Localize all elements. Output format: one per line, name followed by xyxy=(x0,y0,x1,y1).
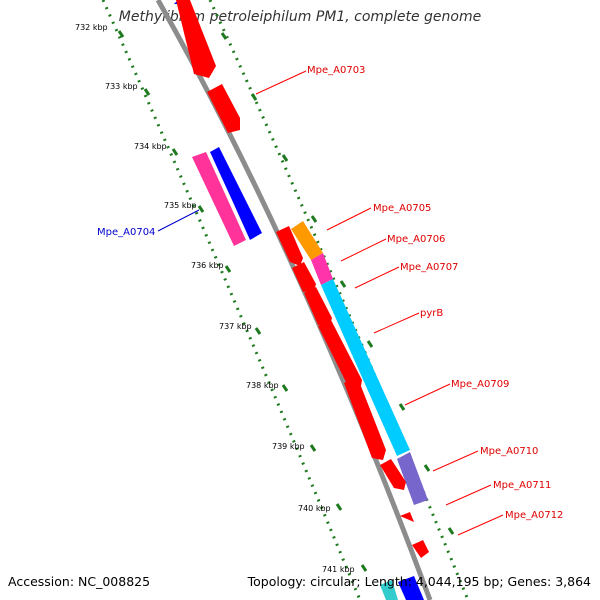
tick-mark xyxy=(220,32,228,40)
tick-label-736: 736 kbp xyxy=(191,261,224,270)
tick-mark xyxy=(254,327,262,335)
map-title: Methylibium petroleiphilum PM1, complete… xyxy=(118,9,482,25)
gene-feature[interactable] xyxy=(276,226,303,266)
gene-feature[interactable] xyxy=(344,376,386,460)
leader-line xyxy=(326,207,372,231)
leader-line xyxy=(404,383,451,406)
tick-label-732: 732 kbp xyxy=(75,23,108,32)
tick-mark xyxy=(360,564,368,572)
tick-label-735: 735 kbp xyxy=(164,201,197,210)
gene-feature-orange[interactable] xyxy=(291,221,323,260)
genome-summary-text: Topology: circular; Length: 4,044,195 bp… xyxy=(247,574,591,589)
accession-text: Accession: NC_008825 xyxy=(8,574,151,589)
gene-feature[interactable] xyxy=(380,459,406,490)
label-leaders xyxy=(157,70,504,536)
gene-feature-pink[interactable] xyxy=(192,152,246,246)
gene-label-mpe-a0704[interactable]: Mpe_A0704 xyxy=(97,227,155,238)
gene-feature[interactable] xyxy=(176,0,216,78)
leader-line xyxy=(340,238,387,262)
gene-feature-purple[interactable] xyxy=(397,452,428,505)
tick-label-738: 738 kbp xyxy=(246,381,279,390)
tick-mark xyxy=(117,30,125,38)
gene-label-mpe-a0710[interactable]: Mpe_A0710 xyxy=(480,446,538,457)
gene-feature[interactable] xyxy=(412,540,429,558)
leader-line xyxy=(255,70,307,95)
tick-label-733: 733 kbp xyxy=(105,82,138,91)
tick-mark xyxy=(197,205,205,213)
tick-mark xyxy=(171,148,179,156)
tick-mark xyxy=(250,93,258,101)
gene-label-mpe-a0712[interactable]: Mpe_A0712 xyxy=(505,510,563,521)
tick-mark xyxy=(366,340,374,348)
gene-label-mpe-a0709[interactable]: Mpe_A0709 xyxy=(451,379,509,390)
gene-label-mpe-a0707[interactable]: Mpe_A0707 xyxy=(400,262,458,273)
gene-labels: Mpe_A0703 Mpe_A0704 Mpe_A0705 Mpe_A0706 … xyxy=(97,65,563,521)
tick-mark xyxy=(447,527,455,535)
tick-mark xyxy=(281,384,289,392)
gene-label-mpe-a0711[interactable]: Mpe_A0711 xyxy=(493,480,551,491)
gene-feature[interactable] xyxy=(292,262,316,292)
gene-feature[interactable] xyxy=(304,287,332,325)
tick-mark xyxy=(310,215,318,223)
gene-feature[interactable] xyxy=(318,320,362,386)
gene-features xyxy=(174,0,429,600)
tick-label-734: 734 kbp xyxy=(134,142,167,151)
gene-feature-blue[interactable] xyxy=(210,147,262,240)
leader-line xyxy=(457,514,504,536)
gene-label-mpe-a0706[interactable]: Mpe_A0706 xyxy=(387,234,445,245)
genome-backbone xyxy=(155,0,433,600)
tick-marks xyxy=(117,30,455,572)
gene-feature[interactable] xyxy=(380,580,398,600)
tick-labels: 732 kbp 733 kbp 734 kbp 735 kbp 736 kbp … xyxy=(75,23,355,574)
tick-label-737: 737 kbp xyxy=(219,322,252,331)
gene-feature[interactable] xyxy=(400,512,414,522)
gene-label-mpe-a0705[interactable]: Mpe_A0705 xyxy=(373,203,431,214)
gene-feature-cyan[interactable] xyxy=(321,279,410,456)
tick-mark xyxy=(398,403,406,411)
leader-line xyxy=(373,312,420,334)
tick-mark xyxy=(143,88,151,96)
gene-label-mpe-a0703[interactable]: Mpe_A0703 xyxy=(307,65,365,76)
gene-feature[interactable] xyxy=(207,84,240,133)
leader-line xyxy=(354,266,400,289)
tick-label-740: 740 kbp xyxy=(298,504,331,513)
tick-mark xyxy=(281,154,289,162)
tick-label-739: 739 kbp xyxy=(272,442,305,451)
gene-feature-magenta[interactable] xyxy=(311,253,333,285)
scale-tracks xyxy=(101,0,470,600)
leader-line xyxy=(157,209,200,232)
gene-label-pyrb[interactable]: pyrB xyxy=(420,308,443,319)
leader-line xyxy=(445,484,492,506)
tick-label-741: 741 kbp xyxy=(322,565,355,574)
tick-mark xyxy=(309,444,317,452)
gene-feature[interactable] xyxy=(398,576,424,600)
tick-mark xyxy=(335,503,343,511)
leader-line xyxy=(432,450,479,472)
tick-mark xyxy=(224,265,232,273)
tick-mark xyxy=(423,464,431,472)
tick-mark xyxy=(339,280,347,288)
